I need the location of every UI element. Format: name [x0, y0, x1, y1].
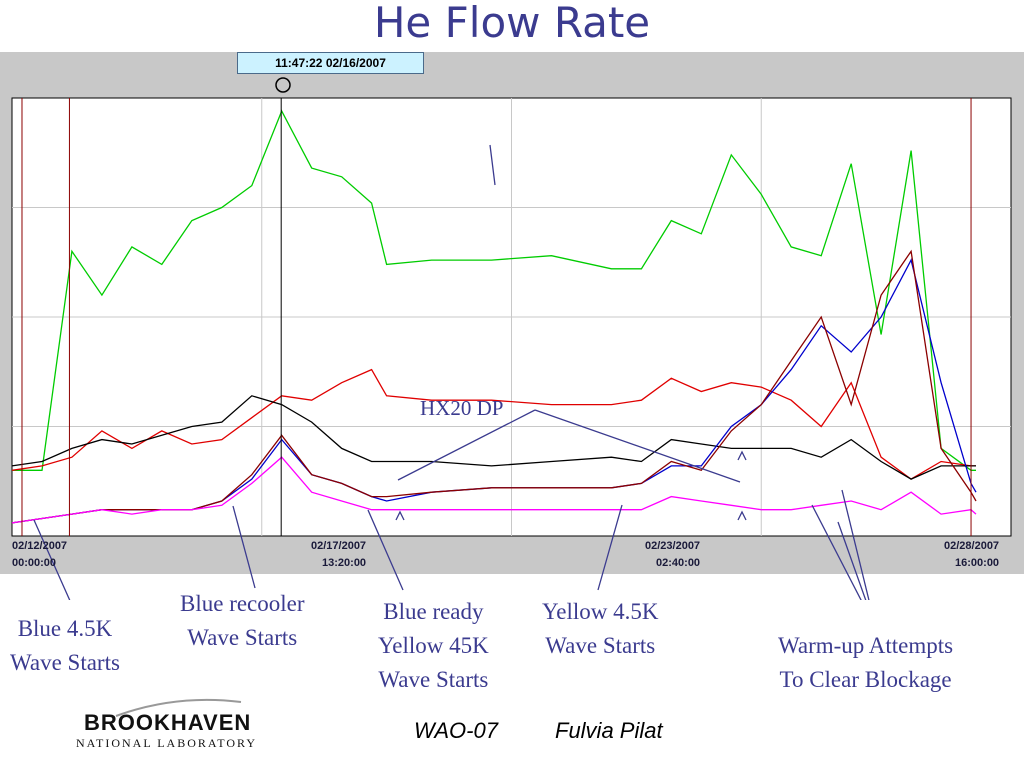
- x-tick-date: 02/23/2007: [645, 540, 701, 552]
- grid: [12, 98, 1011, 536]
- logo-subtitle: NATIONAL LABORATORY: [76, 736, 258, 750]
- annotation-arrows: [33, 144, 870, 600]
- x-tick-time: 00:00:00: [12, 557, 57, 569]
- x-tick-date: 02/28/2007: [944, 540, 1000, 552]
- annotation-line: To Clear Blockage: [779, 667, 952, 692]
- x-tick-time: 13:20:00: [322, 557, 367, 569]
- series-line: [11, 368, 976, 480]
- series-line: [11, 456, 977, 524]
- annotation-line: Yellow 45K: [378, 633, 489, 658]
- logo-wordmark: BROOKHAVEN: [84, 710, 252, 735]
- cursor-knob: [275, 77, 291, 93]
- annotation-arrow: [232, 505, 256, 589]
- series: [11, 109, 977, 524]
- x-tick-date: 02/17/2007: [311, 540, 367, 552]
- x-tick-time: 16:00:00: [955, 557, 1000, 569]
- footer-event: WAO-07: [414, 718, 498, 743]
- brookhaven-logo: BROOKHAVEN NATIONAL LABORATORY: [76, 698, 268, 764]
- annotation-arrow: [837, 521, 867, 600]
- x-tick-time: 02:40:00: [656, 557, 701, 569]
- annotation-line: Wave Starts: [545, 633, 656, 658]
- cursor-time-label: 11:47:22 02/16/2007: [237, 52, 424, 74]
- annotation-line: Blue 4.5K: [17, 616, 113, 641]
- annotation-line: Wave Starts: [378, 667, 489, 692]
- x-tick-label: 02/17/2007 13:20:00: [311, 538, 366, 572]
- x-tick-label: 02/12/2007 00:00:00: [12, 538, 67, 572]
- annotation-line: Warm-up Attempts: [778, 633, 954, 658]
- annotation-arrow: [33, 519, 71, 600]
- arrow-head: [737, 510, 747, 521]
- trend-chart[interactable]: [0, 0, 1024, 600]
- annotation-line: Yellow 4.5K: [542, 599, 659, 624]
- annotation-blue-recooler: Blue recooler Wave Starts: [180, 587, 305, 655]
- arrow-head: [737, 450, 747, 461]
- cursor-handle[interactable]: [275, 77, 291, 93]
- annotation-warmup: Warm-up Attempts To Clear Blockage: [778, 629, 953, 697]
- x-tick-date: 02/12/2007: [12, 540, 68, 552]
- annotation-line: Wave Starts: [187, 625, 298, 650]
- annotation-arrow: [367, 509, 404, 591]
- vertical-markers: [21, 98, 972, 536]
- series-line: [11, 395, 976, 480]
- annotation-blue-ready: Blue ready Yellow 45K Wave Starts: [378, 595, 489, 697]
- annotation-arrow: [534, 409, 741, 483]
- logo-swoosh-icon: [115, 698, 242, 717]
- footer-author: Fulvia Pilat: [555, 718, 663, 743]
- arrow-head: [395, 510, 405, 521]
- annotation-arrow: [597, 504, 623, 591]
- series-line: [12, 109, 976, 471]
- annotation-hx20-dp: HX20 DP: [420, 396, 504, 420]
- annotation-arrow: [841, 489, 870, 600]
- annotation-yellow-45k: Yellow 4.5K Wave Starts: [542, 595, 659, 663]
- x-tick-label: 02/28/2007 16:00:00: [944, 538, 999, 572]
- x-tick-label: 02/23/2007 02:40:00: [645, 538, 700, 572]
- annotation-arrow: [489, 144, 496, 186]
- page-title: He Flow Rate: [373, 0, 651, 47]
- annotation-line: Blue recooler: [180, 591, 305, 616]
- annotation-arrow: [811, 504, 862, 600]
- annotation-arrow: [397, 409, 536, 481]
- annotation-line: Blue ready: [383, 599, 484, 624]
- annotation-line: Wave Starts: [10, 650, 120, 675]
- annotation-blue-45k: Blue 4.5K Wave Starts: [10, 612, 120, 680]
